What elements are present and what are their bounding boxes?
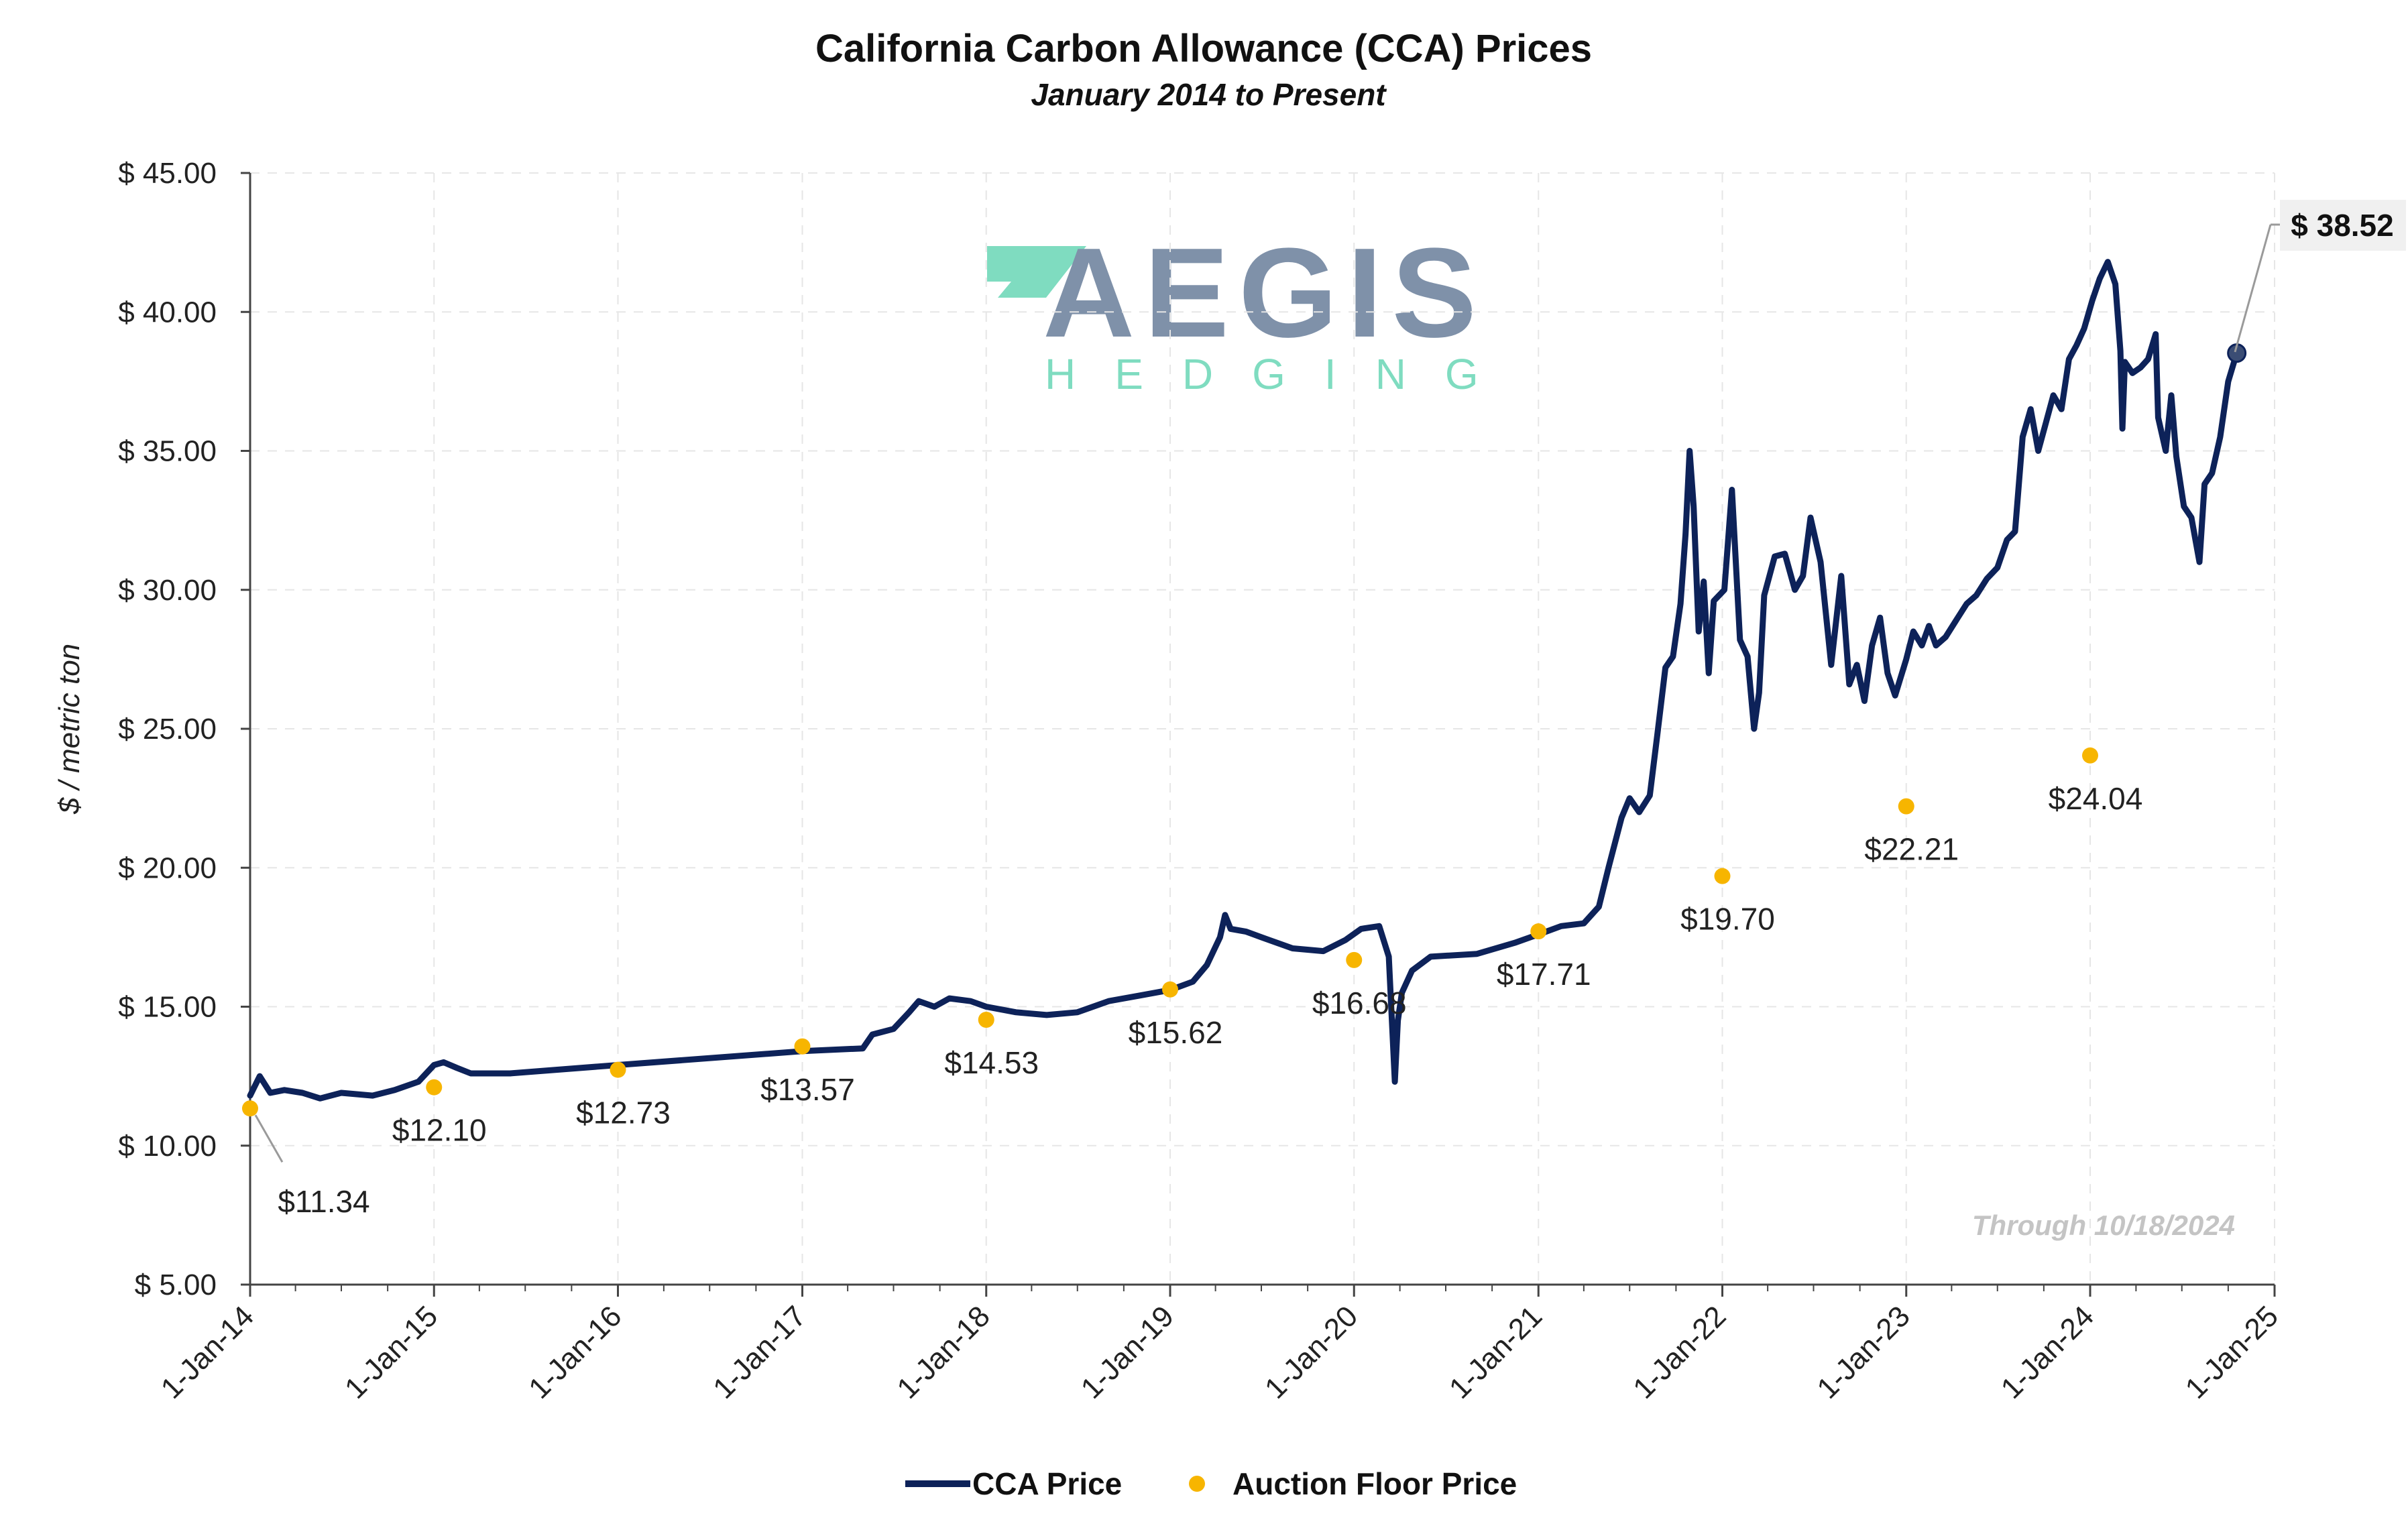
y-tick-label: $ 10.00 <box>118 1130 217 1163</box>
auction-floor-label: $11.34 <box>278 1184 369 1219</box>
auction-floor-point <box>242 1100 258 1117</box>
auction-floor-label: $17.71 <box>1497 957 1591 992</box>
logo-sub-text: HEDGING <box>1045 350 1517 398</box>
last-value-box <box>2280 200 2406 251</box>
last-value-label: $ 38.52 <box>2291 208 2393 243</box>
x-ticks: 1-Jan-14 1-Jan-15 1-Jan-16 1-Jan-17 1-Jan-18… <box>155 1285 2285 1405</box>
auction-floor-point <box>1714 868 1731 884</box>
y-tick-label: $ 25.00 <box>118 713 217 746</box>
auction-floor-label: $15.62 <box>1129 1015 1223 1050</box>
auction-floor-label: $12.10 <box>392 1113 487 1148</box>
cca-price-line <box>247 259 2240 1102</box>
auction-floor-label: $24.04 <box>2049 781 2143 816</box>
x-tick-label: 1-Jan-16 <box>522 1299 628 1405</box>
logo-mark-icon <box>987 246 1086 298</box>
auction-floor-point <box>1346 951 1363 968</box>
x-tick-label: 1-Jan-25 <box>2179 1299 2285 1405</box>
y-axis-label: $ / metric ton <box>53 644 86 815</box>
legend-item-cca-price: CCA Price <box>905 1466 1122 1501</box>
y-tick-label: $ 5.00 <box>135 1269 217 1301</box>
auction-floor-label: $16.68 <box>1312 986 1407 1020</box>
x-tick-label: 1-Jan-17 <box>707 1299 812 1405</box>
auction-floor-point <box>794 1038 811 1055</box>
auction-floor-label: $14.53 <box>944 1045 1039 1080</box>
legend-label-auction-floor: Auction Floor Price <box>1232 1466 1517 1501</box>
auction-floor-point <box>1530 923 1547 940</box>
auction-floor-point <box>1898 798 1914 815</box>
chart-subtitle: January 2014 to Present <box>1031 77 1387 112</box>
x-tick-label: 1-Jan-23 <box>1811 1299 1916 1405</box>
x-tick-label: 1-Jan-21 <box>1443 1299 1548 1405</box>
auction-floor-point <box>610 1061 626 1078</box>
last-value-leader <box>2234 224 2272 353</box>
auction-floor-point <box>2081 747 2098 764</box>
y-tick-label: $ 30.00 <box>118 574 217 607</box>
last-value-callout: $ 38.52 <box>2234 200 2406 353</box>
through-date-annotation: Through 10/18/2024 <box>1972 1210 2235 1241</box>
x-tick-label: 1-Jan-15 <box>339 1299 444 1405</box>
auction-floor-label: $13.57 <box>760 1072 855 1107</box>
gridlines <box>250 172 2275 1285</box>
chart-title: California Carbon Allowance (CCA) Prices <box>815 27 1592 70</box>
auction-floor-point <box>426 1079 443 1096</box>
auction-floor-series: $11.34 $12.10 $12.73 $13.57 $14.53 $15.62 $16.… <box>242 747 2143 1219</box>
x-tick-label: 1-Jan-22 <box>1627 1299 1732 1405</box>
auction-floor-point <box>978 1011 994 1028</box>
x-tick-label: 1-Jan-18 <box>891 1299 996 1405</box>
logo-main-text: AEGIS <box>1043 222 1486 364</box>
legend-item-auction-floor: Auction Floor Price <box>1189 1466 1517 1501</box>
x-tick-label: 1-Jan-14 <box>155 1299 260 1405</box>
y-tick-label: $ 15.00 <box>118 991 217 1024</box>
x-tick-label: 1-Jan-20 <box>1259 1299 1364 1405</box>
legend-label-cca-price: CCA Price <box>972 1466 1122 1501</box>
auction-floor-label: $19.70 <box>1680 902 1775 937</box>
legend-dot-swatch <box>1189 1476 1205 1492</box>
floor-label-leader <box>254 1114 284 1163</box>
aegis-hedging-logo: AEGIS HEDGING <box>987 222 1517 398</box>
y-ticks: $ 5.00 $ 10.00 $ 15.00 $ 20.00 $ 25.00 $ 30.0… <box>118 157 250 1301</box>
y-tick-label: $ 45.00 <box>118 157 217 190</box>
y-tick-label: $ 20.00 <box>118 851 217 884</box>
x-tick-label: 1-Jan-24 <box>1995 1299 2100 1405</box>
auction-floor-label: $12.73 <box>576 1096 671 1130</box>
auction-floor-point <box>1161 981 1178 998</box>
legend: CCA Price Auction Floor Price <box>905 1466 1517 1501</box>
y-tick-label: $ 40.00 <box>118 296 217 329</box>
x-tick-label: 1-Jan-19 <box>1075 1299 1180 1405</box>
auction-floor-label: $22.21 <box>1864 832 1959 867</box>
y-tick-label: $ 35.00 <box>118 435 217 468</box>
